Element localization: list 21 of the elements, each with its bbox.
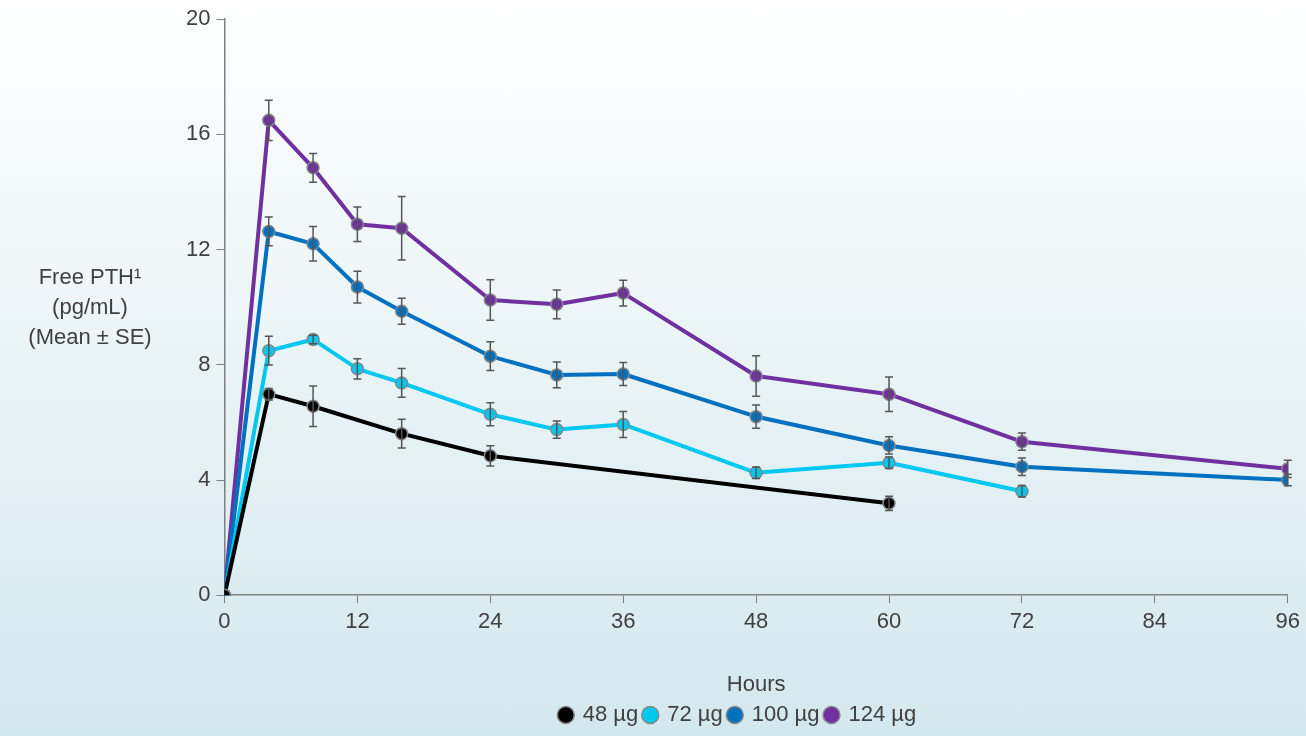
x-tick-label: 84: [1142, 608, 1168, 634]
y-tick-label: 20: [185, 5, 211, 31]
y-tick-label: 16: [185, 120, 211, 146]
y-tick-label: 4: [198, 466, 211, 492]
legend-label: 124 µg: [848, 701, 917, 727]
legend-label: 72 µg: [667, 701, 723, 727]
x-tick-label: 48: [743, 608, 769, 634]
x-tick-label: 72: [1009, 608, 1035, 634]
x-tick-label: 24: [478, 608, 503, 634]
y-tick-label: 8: [198, 350, 211, 376]
x-axis-title: Hours: [726, 670, 786, 696]
legend-label: 100 µg: [751, 701, 820, 727]
legend-label: 48 µg: [582, 701, 639, 727]
x-tick-label: 12: [345, 608, 370, 634]
x-tick-label: 36: [610, 608, 636, 634]
y-axis-title: Free PTH¹ (pg/mL) (Mean ± SE): [27, 263, 153, 351]
y-tick-label: 0: [198, 581, 211, 607]
x-tick-label: 0: [218, 608, 231, 634]
x-tick-label: 60: [876, 608, 902, 634]
x-tick-label: 96: [1275, 608, 1301, 634]
y-tick-label: 12: [185, 235, 211, 261]
